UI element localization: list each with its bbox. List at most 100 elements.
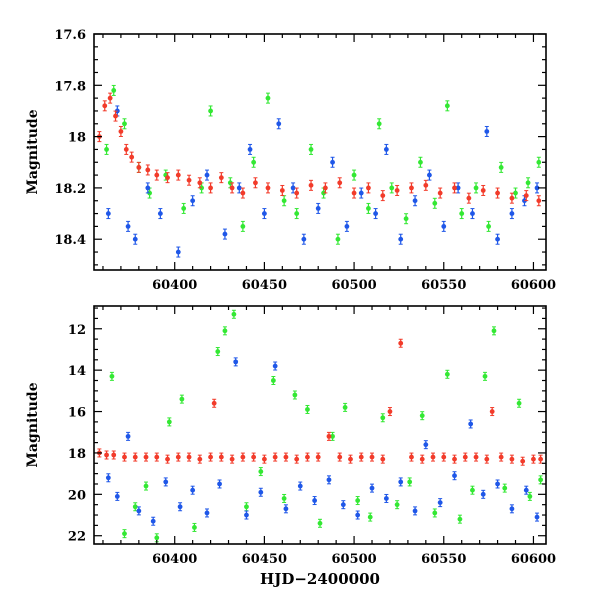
bottom-series-1-point (177, 502, 183, 512)
bottom-series-2-point (419, 454, 425, 464)
bottom-y-tick-label: 14 (68, 364, 86, 379)
bottom-series-1-point (326, 475, 332, 485)
top-series-0-point (351, 169, 357, 181)
bottom-series-2-point (218, 452, 224, 462)
bottom-series-2-point (326, 431, 332, 441)
bottom-series-0-point (342, 402, 348, 412)
top-series-2-point (129, 151, 135, 163)
top-series-2-point (240, 187, 246, 199)
bottom-series-1-point (297, 481, 303, 491)
top-series-2-point (253, 177, 258, 189)
bottom-series-0-point (281, 493, 287, 503)
top-series-0-point (335, 233, 341, 245)
top-series-2-point (175, 169, 181, 181)
bottom-series-2-point (441, 452, 447, 462)
top-series-2-point (208, 182, 213, 194)
top-series-1-point (157, 208, 163, 220)
top-series-1-point (373, 208, 379, 220)
top-series-0-point (486, 220, 492, 232)
top-series-0-point (122, 118, 127, 130)
bottom-series-0-point (394, 500, 400, 510)
top-series-2-point (366, 182, 371, 194)
top-series-2-point (437, 187, 443, 199)
top-y-tick-label: 18.2 (54, 182, 86, 197)
bottom-series-2-point (175, 452, 181, 462)
top-series-2-point (107, 92, 113, 104)
bottom-series-2-point (305, 452, 310, 462)
top-series-1-point (261, 208, 267, 220)
bottom-series-2-point (452, 454, 457, 464)
bottom-series-2-point (348, 454, 353, 464)
top-y-tick-label: 18 (68, 131, 86, 146)
top-axis-ticks: 60400 60450 60500 60550 60600 17.6 17.8 18 18.2 1… (54, 28, 556, 293)
bottom-series-2-point (489, 407, 495, 417)
bottom-series-0-point (258, 467, 264, 477)
top-series-2-point (351, 187, 357, 199)
bottom-series-1-point (355, 510, 361, 520)
top-panel: 60400 60450 60500 60550 60600 17.6 17.8 18 18.2 1… (25, 28, 556, 293)
top-series-2-point (452, 182, 457, 194)
top-series-2-point (102, 100, 108, 112)
top-series-2-point (322, 182, 328, 194)
bottom-series-0-point (491, 326, 497, 336)
bottom-x-tick-label: 60600 (511, 552, 556, 567)
bottom-series-2-point (229, 454, 235, 464)
bottom-x-tick-label: 60550 (421, 552, 466, 567)
top-series-0-point (376, 118, 382, 130)
top-series-2-point (394, 184, 400, 196)
bottom-x-tick-label: 60450 (242, 552, 287, 567)
bottom-series-0-point (122, 529, 127, 539)
bottom-y-tick-label: 22 (68, 530, 86, 545)
bottom-series-1-point (204, 508, 210, 518)
bottom-series-2-point (520, 456, 526, 466)
bottom-series-2-point (165, 454, 170, 464)
bottom-series-1-point (105, 473, 111, 483)
top-series-2-point (279, 184, 285, 196)
top-series-2-point (495, 187, 500, 199)
bottom-series-2-point (283, 452, 289, 462)
bottom-series-0-point (527, 491, 533, 501)
top-series-1-point (290, 182, 296, 194)
top-series-1-point (330, 156, 335, 168)
top-series-1-point (204, 169, 210, 181)
bottom-series-0-point (367, 512, 373, 522)
bottom-series-2-point (197, 454, 203, 464)
bottom-series-1-point (125, 431, 131, 441)
bottom-series-0-point (166, 417, 172, 427)
top-series-0-point (308, 143, 314, 155)
bottom-series-2-point (387, 407, 393, 417)
top-series-1-point (190, 195, 196, 207)
bottom-series-1-point (480, 489, 486, 499)
top-series-1-point (132, 233, 138, 245)
bottom-y-tick-label: 12 (68, 323, 86, 338)
top-y-tick-label: 18.4 (54, 233, 86, 248)
top-series-1-point (358, 187, 364, 199)
top-series-2-point (229, 182, 235, 194)
bottom-series-0-point (502, 483, 508, 493)
top-series-2-point (113, 110, 118, 122)
bottom-series-0-point (143, 481, 149, 491)
bottom-series-0-point (380, 413, 386, 423)
top-x-tick-label: 60500 (331, 278, 376, 293)
bottom-y-axis-label: Magnitude (25, 382, 41, 467)
bottom-series-1-point (244, 510, 249, 520)
top-series-0-point (473, 182, 479, 194)
top-series-1-point (247, 143, 253, 155)
top-y-tick-label: 17.8 (54, 79, 86, 94)
bottom-series-1-point (312, 496, 318, 506)
bottom-series-2-point (251, 452, 257, 462)
top-series-1-point (455, 182, 461, 194)
top-x-tick-label: 60600 (511, 278, 556, 293)
bottom-series-1-point (495, 479, 500, 489)
top-series-2-point (145, 164, 151, 176)
bottom-series-2-point (409, 452, 414, 462)
bottom-series-2-point (315, 452, 321, 462)
top-series-2-point (380, 190, 386, 202)
top-series-1-point (484, 125, 490, 137)
bottom-series-1-point (114, 491, 120, 501)
bottom-series-0-point (109, 371, 115, 381)
top-series-0-point (294, 208, 300, 220)
x-axis-label: HJD−2400000 (260, 570, 380, 588)
top-series-0-point (498, 161, 504, 173)
top-series-0-point (181, 202, 187, 214)
